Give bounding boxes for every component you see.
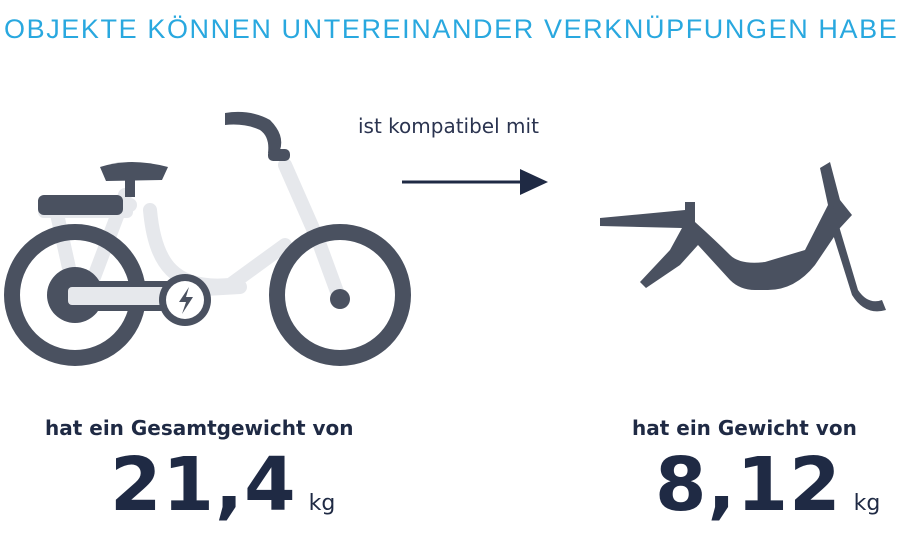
e-bike-icon [4, 111, 411, 366]
right-weight-value: 8,12 [655, 442, 842, 528]
left-weight-unit: kg [308, 491, 336, 516]
lightning-icon [179, 287, 193, 314]
relation-label: ist kompatibel mit [358, 114, 539, 138]
left-weight-value: 21,4 [110, 442, 297, 528]
bike-frame-icon [600, 162, 886, 312]
left-weight: 21,4 kg [110, 448, 335, 522]
right-caption: hat ein Gewicht von [632, 416, 857, 440]
right-weight-unit: kg [853, 491, 881, 516]
arrow-right-icon [402, 169, 548, 195]
right-weight: 8,12 kg [655, 448, 880, 522]
diagram-title: OBJEKTE KÖNNEN UNTEREINANDER VERKNÜPFUNG… [4, 14, 900, 44]
left-caption: hat ein Gesamtgewicht von [45, 416, 354, 440]
